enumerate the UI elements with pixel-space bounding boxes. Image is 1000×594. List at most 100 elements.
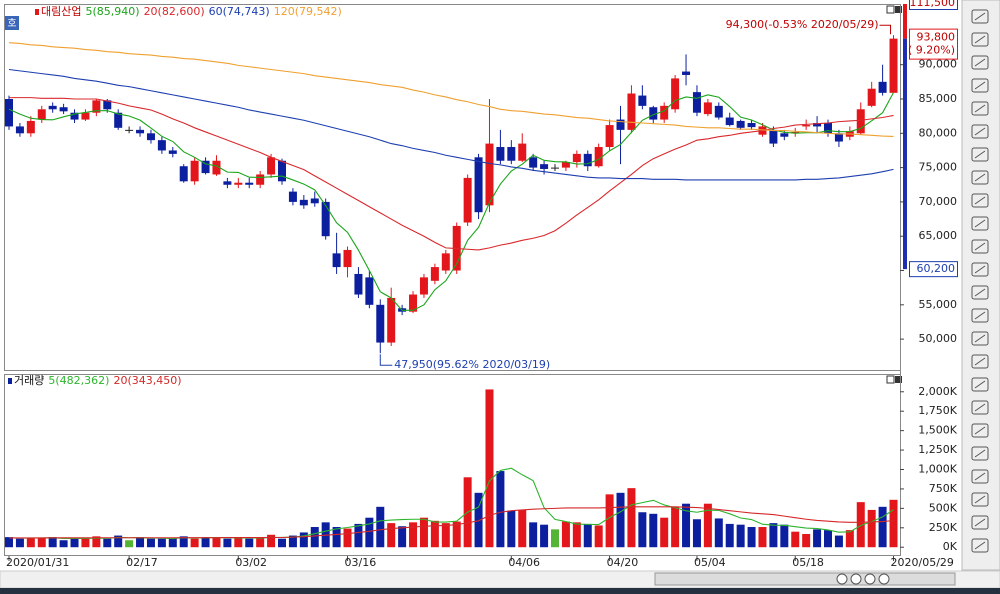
pane-button[interactable] xyxy=(895,376,902,383)
volume-bar xyxy=(146,538,155,548)
tool-icon[interactable] xyxy=(971,170,989,185)
scroll-thumb[interactable] xyxy=(654,572,956,586)
y-tick-label: 50,000 xyxy=(919,332,958,345)
tool-icon[interactable] xyxy=(971,308,989,323)
pane-button[interactable] xyxy=(895,6,902,13)
volume-bar xyxy=(15,538,24,548)
tool-icon-stroke xyxy=(974,403,986,412)
candle-body xyxy=(354,273,363,295)
y-tick-label: 0K xyxy=(943,540,958,553)
change-label: ( 9.20%) xyxy=(908,44,955,57)
tool-icon-stroke xyxy=(974,518,986,527)
tool-icon[interactable] xyxy=(971,423,989,438)
tool-icon[interactable] xyxy=(971,78,989,93)
volume-bar xyxy=(682,503,691,548)
tool-icon[interactable] xyxy=(971,147,989,162)
tool-icon[interactable] xyxy=(971,239,989,254)
zoom-button[interactable] xyxy=(878,573,890,585)
tool-icon[interactable] xyxy=(971,377,989,392)
y-tick-label: 750K xyxy=(929,482,958,495)
tool-icon[interactable] xyxy=(971,469,989,484)
pane-button[interactable] xyxy=(886,5,895,14)
x-tick-label: 05/18 xyxy=(792,556,824,569)
volume-bar xyxy=(834,535,843,548)
legend-label: 5(482,362) xyxy=(48,374,109,387)
y-tick-label: 1,000K xyxy=(918,463,957,476)
candle-body xyxy=(343,249,352,268)
badge-text: 호 xyxy=(7,18,16,30)
zoom-button[interactable] xyxy=(850,573,862,585)
tool-icon[interactable] xyxy=(971,216,989,231)
candle-body xyxy=(409,294,418,312)
volume-bar xyxy=(223,538,232,548)
volume-bar xyxy=(354,523,363,548)
candle-body xyxy=(867,88,876,106)
toolbar xyxy=(961,0,1000,571)
upper-limit-box xyxy=(909,0,958,10)
candle-body xyxy=(37,109,46,120)
volume-bar xyxy=(398,526,407,548)
zoom-button[interactable] xyxy=(836,573,848,585)
low-annotation: 47,950(95.62% 2020/03/19) xyxy=(394,358,550,371)
volume-bar xyxy=(747,527,756,548)
candle-body xyxy=(649,107,658,120)
tool-icon[interactable] xyxy=(971,492,989,507)
tool-icon[interactable] xyxy=(971,354,989,369)
tool-icon[interactable] xyxy=(971,400,989,415)
volume-bar xyxy=(736,524,745,548)
badge[interactable] xyxy=(5,16,19,30)
candle-body xyxy=(136,129,145,134)
tool-icon-stroke xyxy=(974,288,986,297)
candle-body xyxy=(802,125,811,127)
y-tick-label: 1,250K xyxy=(918,443,957,456)
tool-icon[interactable] xyxy=(971,124,989,139)
volume-bar xyxy=(769,523,778,548)
volume-bar xyxy=(441,523,450,548)
candle-body xyxy=(616,119,625,130)
legend-label: 120(79,542) xyxy=(274,5,342,18)
tool-icon[interactable] xyxy=(971,538,989,553)
tool-icon[interactable] xyxy=(971,55,989,70)
candle-body xyxy=(332,253,341,268)
tool-icon[interactable] xyxy=(971,32,989,47)
volume-bar xyxy=(5,537,13,548)
ma-line xyxy=(9,506,894,539)
pane-button[interactable] xyxy=(886,375,895,384)
volume-bar xyxy=(70,538,79,548)
y-tick-label: 1,750K xyxy=(918,404,957,417)
volume-bar xyxy=(725,523,734,548)
volume-bar xyxy=(37,538,46,548)
tool-icon[interactable] xyxy=(971,101,989,116)
y-tick-label: 55,000 xyxy=(919,298,958,311)
volume-bar xyxy=(212,537,221,548)
candle-body xyxy=(365,277,374,305)
volume-bar xyxy=(561,521,570,548)
candle-body xyxy=(59,107,68,112)
volume-bar xyxy=(114,535,123,548)
tool-icon-stroke xyxy=(974,541,986,550)
candle-body xyxy=(387,297,396,343)
y-tick-label: 85,000 xyxy=(919,92,958,105)
zoom-button[interactable] xyxy=(864,573,876,585)
tool-icon[interactable] xyxy=(971,193,989,208)
tool-icon[interactable] xyxy=(971,331,989,346)
lower-limit-box xyxy=(909,261,958,278)
tool-icon-stroke xyxy=(974,380,986,389)
volume-bar xyxy=(157,538,166,548)
tool-icon[interactable] xyxy=(971,446,989,461)
candle-body xyxy=(245,182,254,185)
candle-body xyxy=(190,160,199,182)
y-tick-label: 90,000 xyxy=(919,58,958,71)
tool-icon[interactable] xyxy=(971,9,989,24)
candle-body xyxy=(813,123,822,127)
tool-icon[interactable] xyxy=(971,262,989,277)
volume-bar xyxy=(845,530,854,548)
volume-bar xyxy=(92,536,101,548)
candle-body xyxy=(81,112,90,120)
legend-marker xyxy=(35,9,39,15)
candle-body xyxy=(92,100,101,113)
tool-icon[interactable] xyxy=(971,515,989,530)
volume-bar xyxy=(856,502,865,548)
candle-body xyxy=(5,98,13,127)
tool-icon[interactable] xyxy=(971,285,989,300)
